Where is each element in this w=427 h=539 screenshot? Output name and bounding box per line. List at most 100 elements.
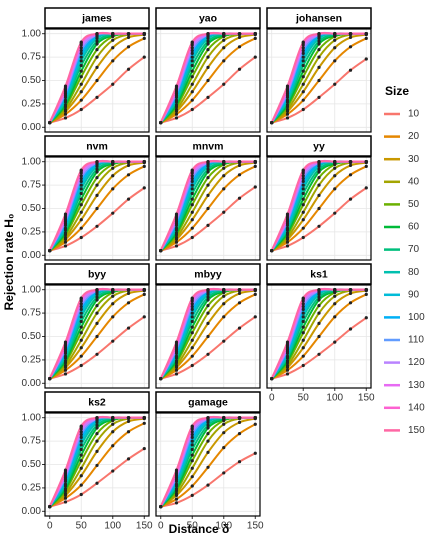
panel-border xyxy=(155,412,261,517)
data-point xyxy=(190,107,194,112)
data-point xyxy=(190,203,194,207)
data-point xyxy=(79,325,83,329)
data-point xyxy=(364,57,368,61)
data-point xyxy=(253,55,257,59)
data-point xyxy=(301,98,305,102)
data-point xyxy=(142,292,146,296)
data-point xyxy=(126,197,131,201)
data-point xyxy=(190,69,194,73)
data-point xyxy=(48,121,52,125)
x-tick-label: 100 xyxy=(104,521,121,532)
data-point xyxy=(126,291,131,296)
data-point xyxy=(126,457,131,461)
data-point xyxy=(79,483,83,487)
data-point xyxy=(111,166,115,170)
data-point xyxy=(95,95,99,99)
data-point xyxy=(111,211,115,215)
data-point xyxy=(285,354,290,358)
data-point xyxy=(237,301,242,305)
data-point xyxy=(317,352,321,356)
data-point xyxy=(222,422,226,426)
data-point xyxy=(206,32,210,36)
data-point xyxy=(79,82,83,86)
data-point xyxy=(63,212,68,216)
data-point xyxy=(111,187,115,191)
strip xyxy=(44,263,150,285)
x-axis-title: Distance δ xyxy=(169,522,230,536)
data-point xyxy=(317,334,321,339)
data-point xyxy=(111,294,115,298)
data-point xyxy=(222,160,226,164)
data-point xyxy=(79,296,83,300)
data-point xyxy=(285,340,290,344)
data-point xyxy=(301,210,305,214)
strip xyxy=(266,7,372,29)
data-point xyxy=(111,430,115,434)
panel-border xyxy=(155,28,261,133)
data-point xyxy=(111,416,115,420)
data-point xyxy=(63,500,68,504)
series-group xyxy=(270,31,368,125)
data-point xyxy=(79,203,83,207)
data-point xyxy=(63,103,68,107)
data-point xyxy=(270,377,274,381)
strip xyxy=(44,7,150,29)
data-point xyxy=(95,463,99,468)
data-point xyxy=(285,363,290,368)
data-point xyxy=(348,327,353,331)
data-point xyxy=(63,354,68,358)
data-point xyxy=(237,35,242,40)
data-point xyxy=(190,439,194,443)
data-point xyxy=(301,46,305,50)
data-point xyxy=(206,288,210,292)
data-point xyxy=(126,419,131,424)
panel-border xyxy=(44,156,150,261)
data-point xyxy=(111,38,115,42)
data-point xyxy=(348,35,353,40)
strip-label: nvm xyxy=(86,140,108,152)
legend-label: 110 xyxy=(408,335,424,346)
data-point xyxy=(95,78,99,83)
data-point xyxy=(206,295,210,299)
data-point xyxy=(206,223,210,227)
data-point xyxy=(206,298,210,302)
data-point xyxy=(206,183,210,187)
data-point xyxy=(174,368,179,372)
legend-label: 90 xyxy=(408,289,420,300)
data-point xyxy=(190,191,194,196)
series-group xyxy=(48,159,146,253)
strip-label: mbyy xyxy=(194,268,222,280)
data-point xyxy=(126,430,131,434)
data-point xyxy=(206,334,210,339)
data-point xyxy=(206,55,210,59)
data-point xyxy=(142,288,146,292)
data-point xyxy=(333,166,337,170)
data-point xyxy=(79,40,83,44)
data-point xyxy=(190,484,194,488)
data-point xyxy=(237,416,242,420)
data-point xyxy=(301,311,305,315)
data-point xyxy=(301,302,305,306)
data-point xyxy=(253,416,257,420)
data-point xyxy=(79,59,83,63)
data-point xyxy=(174,359,179,363)
series-group xyxy=(48,287,146,381)
data-point xyxy=(317,224,321,228)
data-point xyxy=(301,191,305,196)
y-tick-label: 1.00 xyxy=(22,28,42,39)
data-point xyxy=(206,167,210,171)
data-point xyxy=(301,82,305,86)
x-tick-label: 0 xyxy=(158,521,164,532)
strip xyxy=(44,135,150,157)
strip xyxy=(155,135,261,157)
data-point xyxy=(285,84,290,88)
y-tick-label: 1.00 xyxy=(22,156,42,167)
panel-border xyxy=(155,156,261,261)
data-point xyxy=(63,491,68,496)
data-point xyxy=(79,447,83,452)
data-point xyxy=(63,235,68,240)
data-point xyxy=(159,249,163,253)
data-point xyxy=(301,107,305,112)
series-group xyxy=(48,31,146,125)
data-point xyxy=(126,288,131,292)
